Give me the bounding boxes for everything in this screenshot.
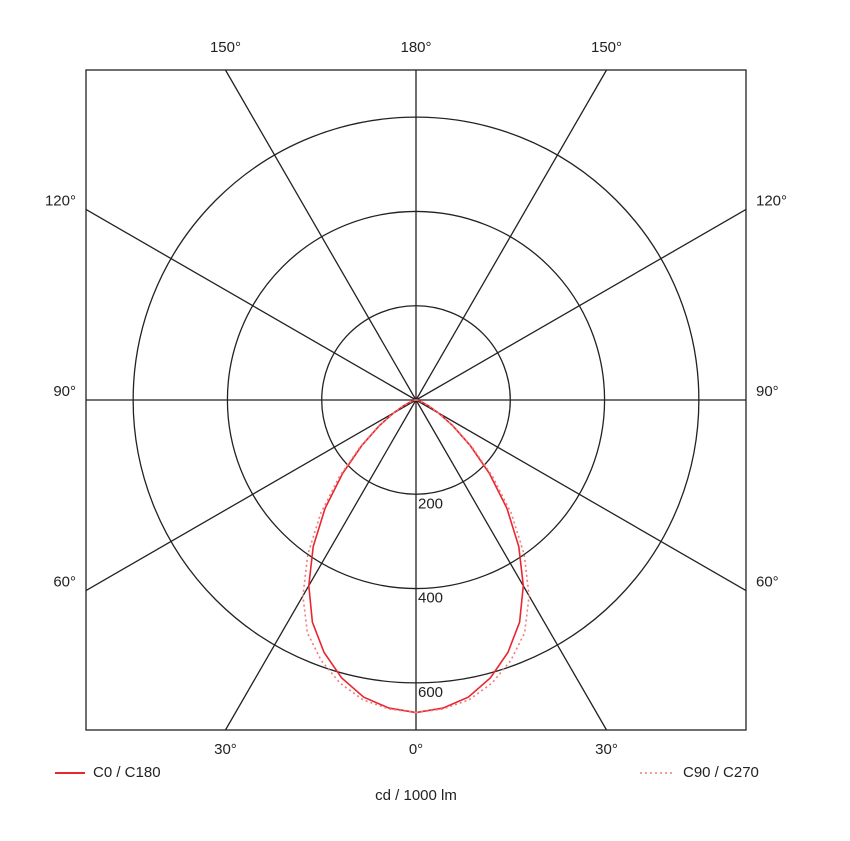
legend-label: C0 / C180 <box>93 764 161 781</box>
angle-label: 60° <box>756 573 779 590</box>
unit-label: cd / 1000 lm <box>375 787 457 804</box>
radial-line <box>224 399 417 731</box>
legend-label: C90 / C270 <box>683 764 759 781</box>
intensity-curve <box>307 399 417 714</box>
radial-line <box>415 399 608 731</box>
angle-label: 120° <box>45 192 76 209</box>
angle-label: 30° <box>214 741 237 758</box>
r-tick-label: 400 <box>418 590 443 607</box>
intensity-curve <box>302 399 417 714</box>
r-tick-label: 600 <box>418 684 443 701</box>
angle-label: 90° <box>756 383 779 400</box>
angle-label: 60° <box>53 573 76 590</box>
radial-line <box>85 208 417 401</box>
radial-line <box>224 69 417 401</box>
angle-label: 150° <box>591 39 622 56</box>
angle-label: 30° <box>595 741 618 758</box>
angle-label: 180° <box>400 39 431 56</box>
angle-label: 150° <box>210 39 241 56</box>
angle-label: 90° <box>53 383 76 400</box>
intensity-curve <box>415 399 530 714</box>
r-tick-label: 200 <box>418 495 443 512</box>
radial-line <box>415 208 747 401</box>
angle-label: 120° <box>756 192 787 209</box>
intensity-curve <box>415 399 525 714</box>
radial-line <box>415 69 608 401</box>
angle-label: 0° <box>409 741 423 758</box>
radial-line <box>415 399 747 592</box>
radial-line <box>85 399 417 592</box>
